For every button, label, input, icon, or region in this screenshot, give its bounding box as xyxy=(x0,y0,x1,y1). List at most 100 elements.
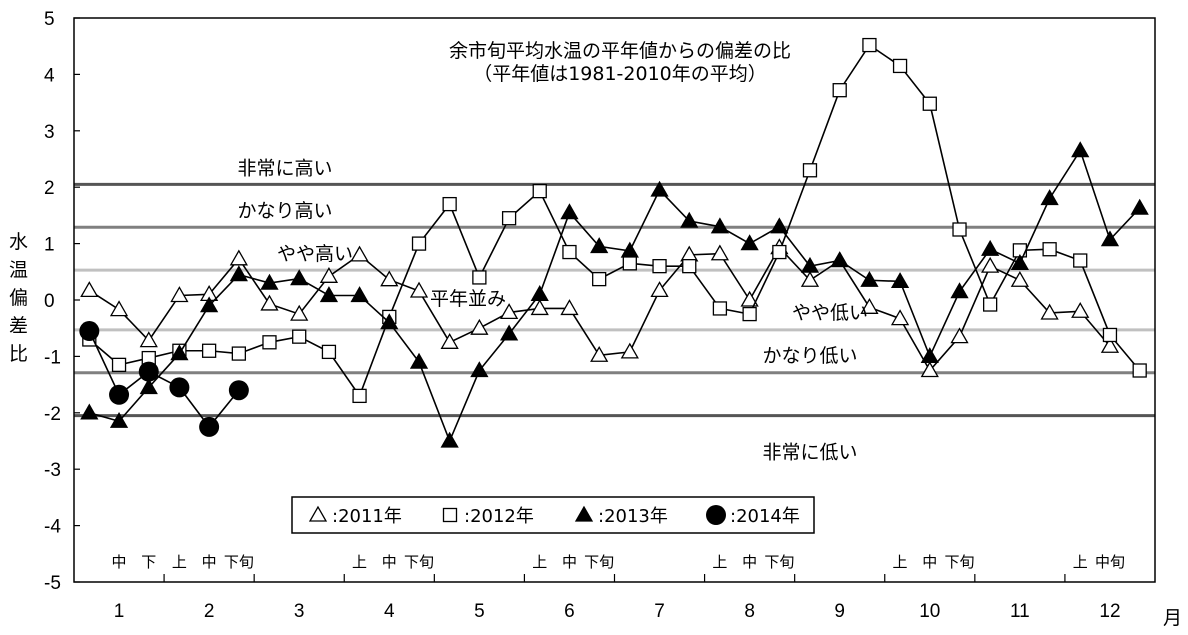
y-tick-label: 4 xyxy=(44,65,55,86)
x-tick-label: 6 xyxy=(564,601,575,622)
data-point xyxy=(169,377,190,398)
data-point xyxy=(409,281,429,298)
data-point xyxy=(892,58,908,74)
data-point xyxy=(292,329,307,344)
data-point xyxy=(712,301,728,316)
data-point xyxy=(321,344,337,360)
data-point xyxy=(79,321,100,342)
y-tick-label: 3 xyxy=(44,122,55,143)
data-point xyxy=(682,259,697,274)
data-point xyxy=(499,303,519,320)
x-axis-ticks: 1 2 3 4 5 6 7 8 9 10 11 12 xyxy=(114,574,1121,622)
dekad-label: 下旬 xyxy=(404,553,434,571)
data-point xyxy=(1132,363,1147,378)
data-point xyxy=(1042,242,1057,257)
x-tick-label: 3 xyxy=(294,601,305,622)
data-point xyxy=(950,327,969,344)
data-point xyxy=(952,222,967,237)
data-point xyxy=(290,304,309,321)
reference-label: やや低い xyxy=(792,302,868,324)
series-line xyxy=(89,148,1141,444)
data-point xyxy=(1010,254,1029,270)
data-point xyxy=(229,265,248,282)
data-point xyxy=(1102,327,1118,343)
data-point xyxy=(352,388,367,404)
data-point xyxy=(80,281,99,298)
reference-label: 非常に高い xyxy=(237,157,332,179)
data-point xyxy=(862,37,877,53)
data-point xyxy=(560,203,579,220)
legend-marker xyxy=(442,507,458,523)
data-point xyxy=(920,347,939,364)
data-point xyxy=(860,298,879,314)
data-point xyxy=(982,297,998,312)
x-tick-label: 7 xyxy=(654,601,665,622)
reference-label: 非常に低い xyxy=(762,442,857,464)
data-point xyxy=(290,269,309,286)
legend-box xyxy=(291,496,815,534)
dekad-label: 下旬 xyxy=(764,553,794,571)
data-point xyxy=(890,309,910,326)
legend-marker xyxy=(574,505,594,522)
data-point xyxy=(201,343,217,358)
data-point xyxy=(200,296,219,313)
dekad-label: 中旬 xyxy=(1095,553,1125,571)
dekad-label: 上 xyxy=(172,553,187,571)
data-point xyxy=(650,180,669,197)
y-tick-label: -3 xyxy=(44,460,61,481)
dekad-label: 中 xyxy=(202,553,217,571)
x-tick-label: 10 xyxy=(919,601,940,622)
data-point xyxy=(409,352,429,369)
data-point xyxy=(380,270,399,287)
data-point xyxy=(80,403,99,420)
data-point xyxy=(590,237,609,254)
chart-title-line1: 余市旬平均水温の平年値からの偏差の比 xyxy=(449,40,791,62)
data-point xyxy=(1130,198,1149,215)
y-axis-label: 水 温 偏 差 比 xyxy=(9,231,28,365)
data-point xyxy=(800,270,820,287)
reference-lines xyxy=(74,182,1155,418)
legend-label: :2013年 xyxy=(598,506,668,527)
data-point xyxy=(260,273,279,290)
dekad-label: 上 xyxy=(352,553,367,571)
chart-title-line2: （平年値は1981-2010年の平均） xyxy=(473,63,767,85)
data-point xyxy=(620,241,639,258)
dekad-labels: 中下上中下旬上中下旬上中下旬上中下旬上中下旬上中旬 xyxy=(112,553,1125,571)
series-line xyxy=(88,330,240,429)
data-point xyxy=(981,239,1000,256)
y-tick-label: 0 xyxy=(44,291,55,312)
data-point xyxy=(350,286,369,303)
dekad-label: 中 xyxy=(382,553,397,571)
data-point xyxy=(109,384,130,405)
data-point xyxy=(470,318,489,335)
ylabel-char: 温 xyxy=(9,259,28,281)
x-tick-label: 2 xyxy=(204,601,215,622)
data-point xyxy=(742,306,757,322)
data-point xyxy=(562,244,577,260)
x-tick-label: 5 xyxy=(474,601,485,622)
data-point xyxy=(770,217,789,234)
data-point xyxy=(740,234,759,251)
y-axis-ticks: 5 4 3 2 1 0 -1 -2 -3 -4 -5 xyxy=(44,9,80,594)
x-tick-label: 1 xyxy=(114,601,125,622)
data-point xyxy=(442,196,457,212)
data-point xyxy=(1073,253,1088,268)
data-point xyxy=(350,245,369,262)
dekad-label: 下 xyxy=(141,553,156,571)
data-point xyxy=(710,217,730,234)
ylabel-char: 差 xyxy=(9,315,28,337)
dekad-label: 中 xyxy=(112,553,127,571)
y-tick-label: -1 xyxy=(44,347,61,368)
y-tick-label: -4 xyxy=(44,517,61,538)
dekad-label: 上 xyxy=(1073,553,1088,571)
dekad-label: 上 xyxy=(532,553,547,571)
legend-label: :2012年 xyxy=(464,506,534,527)
dekad-label: 上 xyxy=(712,553,727,571)
data-point xyxy=(440,431,459,448)
data-point xyxy=(319,267,339,283)
x-tick-label: 8 xyxy=(744,601,755,622)
legend: :2011年:2012年:2013年:2014年 xyxy=(291,496,815,534)
data-point xyxy=(710,244,730,261)
data-point xyxy=(1040,189,1059,206)
